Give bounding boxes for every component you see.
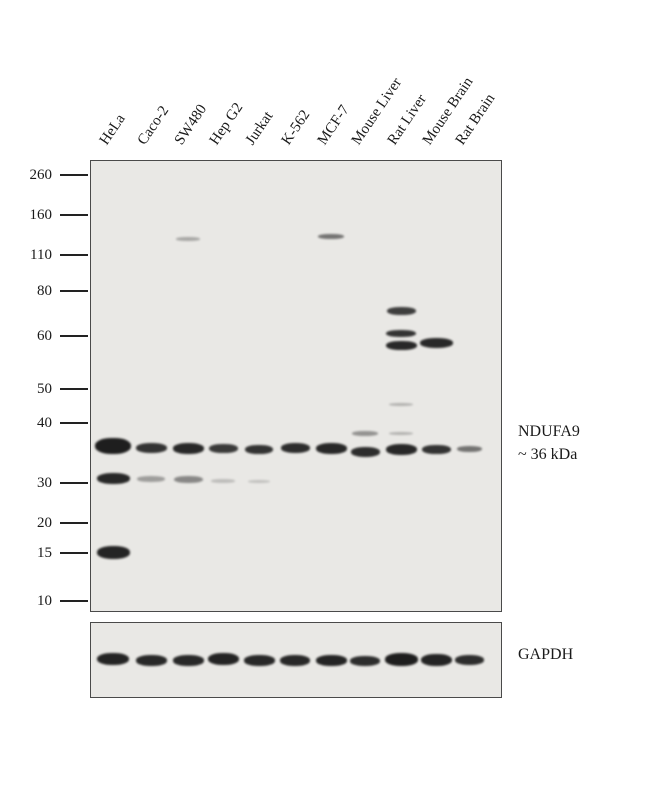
protein-band: [389, 431, 413, 435]
protein-band: [386, 307, 416, 315]
protein-band: [173, 475, 203, 483]
mw-label: 260: [29, 166, 53, 183]
mw-marker: 60: [20, 327, 88, 345]
mw-marker: 260: [20, 166, 88, 184]
protein-band: [421, 444, 451, 454]
mw-marker: 10: [20, 592, 88, 610]
mw-label: 20: [37, 514, 52, 531]
mw-tick: [60, 388, 88, 390]
mw-tick: [60, 335, 88, 337]
protein-band: [350, 447, 380, 457]
mw-label: 15: [37, 544, 52, 561]
protein-band: [176, 237, 200, 241]
protein-band: [207, 653, 239, 665]
lane-label: Caco-2: [134, 103, 173, 148]
protein-band: [419, 338, 453, 348]
protein-band: [97, 653, 129, 665]
protein-band: [95, 438, 131, 454]
mw-marker: 15: [20, 544, 88, 562]
mw-tick: [60, 174, 88, 176]
mw-tick: [60, 482, 88, 484]
protein-name: NDUFA9: [518, 423, 580, 440]
protein-band: [96, 545, 130, 559]
mw-label: 10: [37, 592, 52, 609]
mw-tick: [60, 290, 88, 292]
protein-band: [456, 446, 482, 452]
mw-tick: [60, 422, 88, 424]
protein-band: [135, 654, 167, 666]
protein-band: [318, 233, 344, 239]
protein-band: [211, 479, 235, 483]
mw-label: 160: [29, 206, 53, 223]
protein-band: [385, 340, 417, 350]
mw-label: 110: [30, 246, 52, 263]
mw-label: 80: [37, 282, 52, 299]
protein-band: [386, 329, 416, 337]
mw-marker: 110: [20, 246, 88, 264]
lane-label: K-562: [278, 107, 314, 148]
protein-band: [245, 444, 273, 454]
mw-marker: 40: [20, 414, 88, 432]
protein-band: [243, 654, 275, 666]
protein-band: [248, 479, 270, 483]
lane-label: SW480: [171, 101, 211, 148]
mw-marker: 50: [20, 380, 88, 398]
protein-band: [315, 442, 347, 454]
protein-band: [280, 443, 310, 453]
mw-label: 40: [37, 414, 52, 431]
loading-control-label: GAPDH: [518, 646, 574, 663]
protein-band: [172, 442, 204, 454]
gapdh-blot-panel: [90, 622, 502, 698]
protein-band: [135, 443, 167, 453]
protein-band: [420, 654, 452, 666]
lane-label: MCF-7: [314, 102, 353, 148]
protein-band: [454, 655, 484, 665]
mw-label: 60: [37, 327, 52, 344]
protein-band: [315, 654, 347, 666]
protein-band: [172, 654, 204, 666]
mw-label: 50: [37, 380, 52, 397]
protein-band: [352, 430, 378, 436]
target-annotation: NDUFA9 ~ 36 kDa: [518, 420, 580, 466]
mw-marker: 30: [20, 474, 88, 492]
lane-label: HeLa: [96, 111, 129, 148]
mw-marker: 80: [20, 282, 88, 300]
lane-label: Hep G2: [206, 100, 247, 148]
main-blot-panel: [90, 160, 502, 612]
protein-band: [137, 476, 165, 482]
protein-band: [389, 402, 413, 406]
mw-tick: [60, 214, 88, 216]
protein-band: [384, 652, 418, 666]
molecular-weight: ~ 36 kDa: [518, 446, 578, 463]
mw-tick: [60, 254, 88, 256]
protein-band: [385, 443, 417, 455]
mw-label: 30: [37, 474, 52, 491]
mw-marker: 160: [20, 206, 88, 224]
protein-band: [208, 443, 238, 453]
mw-tick: [60, 552, 88, 554]
mw-marker: 20: [20, 514, 88, 532]
protein-band: [280, 654, 310, 666]
mw-tick: [60, 600, 88, 602]
lane-label: Jurkat: [242, 108, 277, 148]
protein-band: [96, 472, 130, 484]
protein-band: [350, 656, 380, 666]
mw-tick: [60, 522, 88, 524]
